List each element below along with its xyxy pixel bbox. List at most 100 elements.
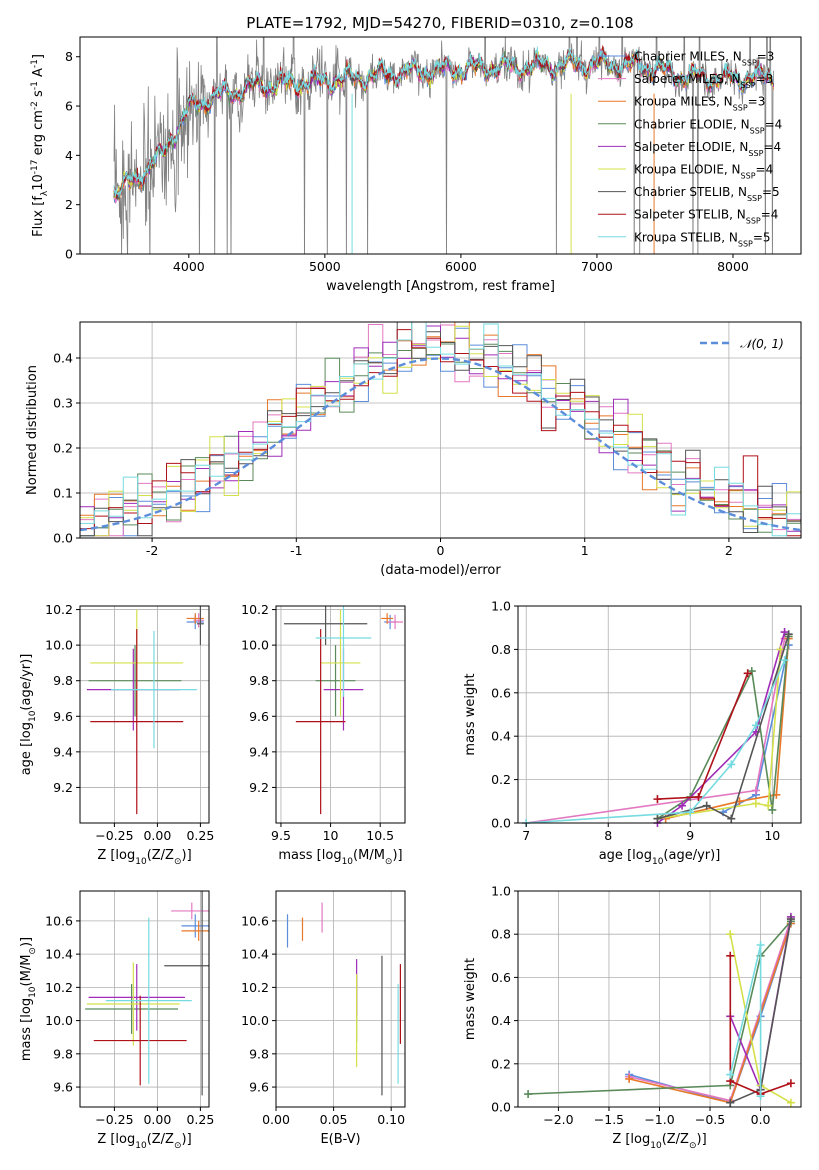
weight_vs_age-xtick-label-3: 10 — [764, 828, 780, 843]
weight_vs_age-line-1 — [526, 638, 786, 823]
weight_vs_age-ytick-label-2: 0.4 — [491, 729, 511, 744]
weight_vs_Z-line-3 — [528, 920, 792, 1095]
age_vs_Z-xtick-label-1: 0.00 — [143, 828, 171, 843]
residual_hist-ytick-label-2: 0.2 — [53, 441, 73, 456]
spectrum-ytick-label-2: 4 — [65, 148, 73, 163]
weight_vs_age-marker-8-3 — [751, 721, 760, 730]
legend-label-8: Kroupa STELIB, NSSP=5 — [634, 230, 771, 248]
age_vs_Z-xtick-label-0: −0.25 — [95, 828, 133, 843]
weight_vs_age-marker-6-2 — [727, 814, 736, 823]
weight_vs_Z-marker-8-2 — [756, 1092, 765, 1101]
mass_vs_Z-xtick-label-2: 0.25 — [186, 1112, 214, 1127]
mass_vs_Z-ytick-label-1: 9.8 — [53, 1046, 73, 1061]
age_vs_mass-ytick-label-5: 10.2 — [241, 602, 269, 617]
weight_vs_Z-line-7 — [729, 955, 792, 1095]
mass_vs_ebv-ytick-label-5: 10.6 — [241, 913, 269, 928]
weight_vs_age-ytick-label-1: 0.2 — [491, 772, 511, 787]
spectrum-model-8 — [113, 46, 774, 198]
weight_vs_Z-marker-6-0 — [726, 1098, 735, 1107]
weight_vs_age-marker-5-2 — [764, 801, 773, 810]
residual_hist-ytick-label-4: 0.4 — [53, 351, 73, 366]
normal-curve — [80, 357, 801, 532]
mass_vs_Z-ytick-label-0: 9.6 — [53, 1080, 73, 1095]
mass_vs_ebv-ytick-label-2: 10.0 — [241, 1013, 269, 1028]
mass_vs_ebv-xtick-label-1: 0.05 — [320, 1112, 348, 1127]
mass_vs_ebv-xlabel: E(B-V) — [320, 1132, 360, 1147]
weight_vs_age-marker-1-1 — [751, 786, 760, 795]
weight_vs_age-marker-3-2 — [747, 667, 756, 676]
weight_vs_Z-marker-3-0 — [524, 1090, 533, 1099]
spectrum-ytick-label-1: 2 — [65, 197, 73, 212]
spectrum-xtick-label-3: 7000 — [581, 259, 613, 274]
hist-step-8 — [80, 322, 801, 537]
weight_vs_age-marker-7-2 — [743, 669, 752, 678]
spectrum-ytick-label-3: 6 — [65, 99, 73, 114]
age_vs_Z-xtick-label-2: 0.25 — [186, 828, 214, 843]
age_vs_Z-ytick-label-1: 9.4 — [53, 744, 73, 759]
weight_vs_Z-marker-8-1 — [756, 941, 765, 949]
spectrum-ylabel: Flux [fλ10-17 erg cm-2 s-1 A-1] — [30, 54, 50, 237]
weight_vs_Z-marker-7-3 — [786, 1079, 795, 1088]
spectrum-ytick-label-0: 0 — [65, 247, 73, 262]
age_vs_mass-xtick-label-1: 10 — [323, 828, 339, 843]
weight_vs_age-xtick-label-2: 9 — [686, 828, 694, 843]
spectrum-xtick-label-4: 8000 — [717, 259, 749, 274]
age_vs_Z-ylabel: age [log10(age/yr)] — [19, 654, 38, 776]
weight_vs_Z-ytick-label-2: 0.4 — [491, 1013, 511, 1028]
weight_vs_Z-xtick-label-0: −2.0 — [543, 1112, 573, 1127]
weight_vs_Z-marker-6-2 — [786, 915, 795, 924]
weight_vs_age-marker-8-2 — [727, 760, 736, 769]
spectrum-frame — [79, 36, 802, 255]
age_vs_Z-xlabel: Z [log10(Z/Z⊙)] — [97, 848, 191, 867]
residual_hist-ytick-label-0: 0.0 — [53, 531, 73, 546]
mass_vs_Z-ytick-label-5: 10.6 — [45, 913, 73, 928]
weight_vs_age-marker-7-0 — [653, 795, 662, 804]
spectrum-xlabel: wavelength [Angstrom, rest frame] — [326, 279, 555, 294]
mass_vs_ebv-xtick-label-2: 0.10 — [377, 1112, 405, 1127]
spectrum-xtick-label-2: 6000 — [445, 259, 477, 274]
weight_vs_Z-marker-8-0 — [726, 1070, 735, 1079]
age_vs_Z-ytick-label-4: 10.0 — [45, 638, 73, 653]
mass_vs_ebv-xtick-label-0: 0.00 — [262, 1112, 290, 1127]
weight_vs_age-marker-6-1 — [702, 801, 711, 810]
weight_vs_age-ytick-label-3: 0.6 — [491, 685, 511, 700]
mass_vs_ebv-frame — [275, 890, 406, 1108]
mass_vs_Z-frame — [79, 890, 210, 1108]
weight_vs_age-marker-6-3 — [784, 630, 793, 639]
mass_vs_Z-ytick-label-4: 10.4 — [45, 947, 73, 962]
legend-label-0: Chabrier MILES, NSSP=3 — [634, 50, 774, 68]
age_vs_mass-xlabel: mass [log10(M/M⊙)] — [278, 848, 402, 867]
figure-title: PLATE=1792, MJD=54270, FIBERID=0310, z=0… — [246, 14, 633, 32]
legend-label-6: Chabrier STELIB, NSSP=5 — [634, 185, 780, 203]
weight_vs_Z-ytick-label-3: 0.6 — [491, 970, 511, 985]
legend-label-7: Salpeter STELIB, NSSP=4 — [634, 208, 778, 226]
mass_vs_Z-xlabel: Z [log10(Z/Z⊙)] — [97, 1132, 191, 1151]
legend-label-5: Kroupa ELODIE, NSSP=4 — [634, 163, 773, 181]
age_vs_mass-xtick-label-2: 10.5 — [366, 828, 394, 843]
residual_hist-xtick-label-0: -2 — [146, 543, 158, 558]
legend-label-4: Salpeter ELODIE, NSSP=4 — [634, 140, 781, 158]
weight_vs_age-marker-3-3 — [768, 805, 777, 814]
spectrum-ytick-label-4: 8 — [65, 49, 73, 64]
spectrum-xtick-label-0: 4000 — [173, 259, 205, 274]
age_vs_mass-xtick-label-0: 9.5 — [271, 828, 291, 843]
weight_vs_age-frame — [517, 605, 802, 824]
residual_hist-xtick-label-4: 2 — [725, 543, 733, 558]
weight_vs_age-xtick-label-0: 7 — [522, 828, 530, 843]
residual_hist-ylabel: Normed distribution — [25, 365, 40, 495]
age_vs_mass-ytick-label-0: 9.2 — [249, 780, 269, 795]
weight_vs_Z-marker-5-2 — [786, 1098, 795, 1107]
weight_vs_age-marker-4-1 — [678, 801, 687, 810]
normal-legend-label: 𝒩(0, 1) — [740, 337, 784, 351]
weight_vs_Z-ylabel: mass weight — [463, 958, 478, 1040]
weight_vs_Z-xlabel: Z [log10(Z/Z⊙)] — [612, 1132, 706, 1151]
age_vs_mass-ytick-label-4: 10.0 — [241, 638, 269, 653]
residual_hist-xtick-label-1: -1 — [290, 543, 302, 558]
weight_vs_age-ytick-label-0: 0.0 — [491, 816, 511, 831]
mass_vs_Z-ytick-label-2: 10.0 — [45, 1013, 73, 1028]
residual_hist-xtick-label-3: 1 — [581, 543, 589, 558]
age_vs_mass-ytick-label-1: 9.4 — [249, 744, 269, 759]
weight_vs_age-marker-5-1 — [751, 799, 760, 808]
weight_vs_age-xlabel: age [log10(age/yr)] — [599, 848, 721, 867]
weight_vs_age-ylabel: mass weight — [463, 673, 478, 755]
